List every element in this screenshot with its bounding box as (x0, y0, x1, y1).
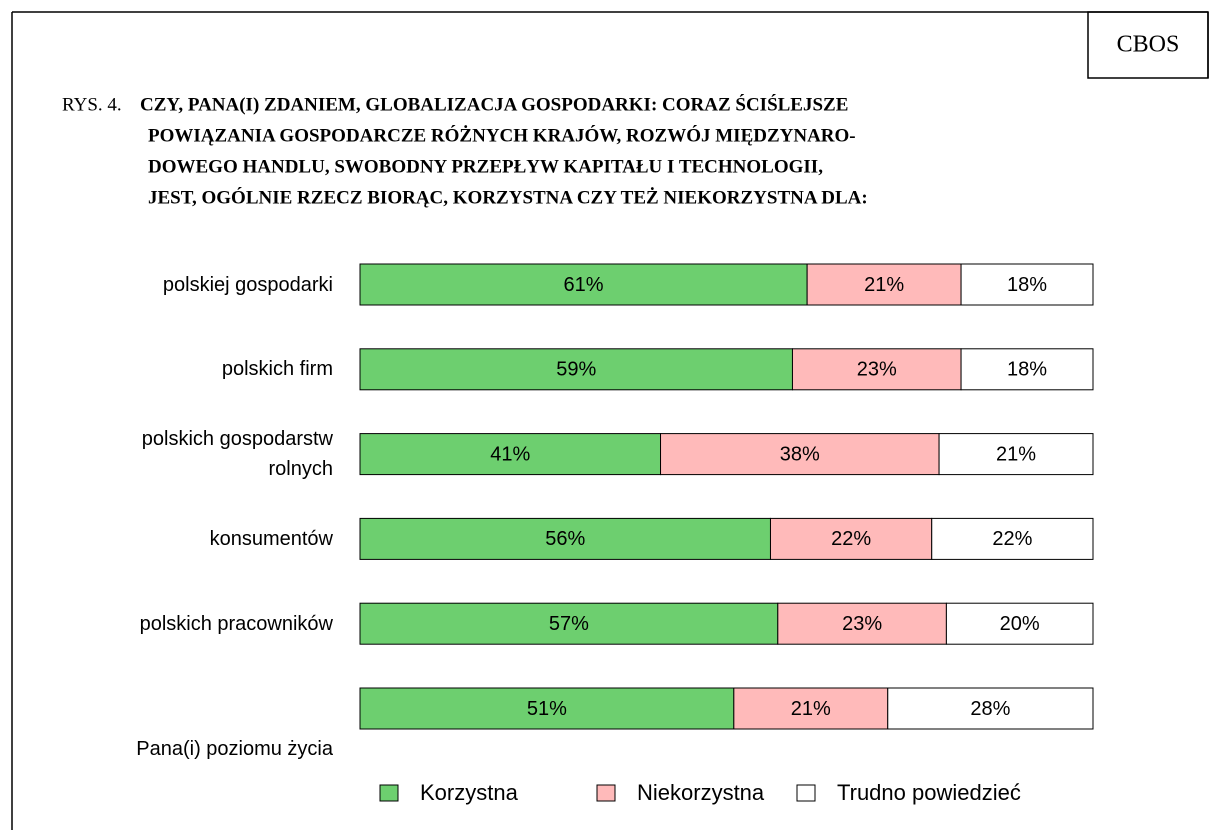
bar-segment (359, 348, 793, 391)
chart-title: DOWEGO HANDLU, SWOBODNY PRZEPŁYW KAPITAŁ… (148, 156, 823, 177)
bar-segment (931, 517, 1094, 560)
value-label: 20% (1000, 613, 1040, 635)
legend-label: Korzystna (420, 780, 519, 805)
value-label: 57% (549, 613, 589, 635)
category-label: polskich gospodarstw rolnych (141, 428, 333, 481)
value-label: 21% (864, 274, 904, 296)
badge: CBOS (1117, 32, 1180, 58)
value-label: 21% (996, 443, 1036, 465)
value-label: 23% (857, 359, 897, 381)
legend-swatch (796, 784, 816, 802)
bar-segment (887, 687, 1094, 730)
category-label: polskich pracowników (139, 612, 333, 635)
category-label: konsumentów (209, 527, 333, 550)
value-label: 59% (556, 359, 596, 381)
bar-segment (359, 263, 808, 306)
bar-segment (791, 348, 962, 391)
category-label: polskich firm (221, 358, 333, 381)
chart-title: CZY, PANA(I) ZDANIEM, GLOBALIZACJA GOSPO… (140, 93, 848, 115)
value-label: 21% (791, 698, 831, 720)
category-label: polskiej gospodarki (162, 273, 333, 296)
value-label: 38% (780, 443, 820, 465)
value-label: 22% (831, 528, 871, 550)
chart-title: JEST, OGÓLNIE RZECZ BIORĄC, KORZYSTNA CZ… (148, 186, 868, 208)
bar-segment (960, 348, 1094, 391)
bar-segment (733, 687, 889, 730)
value-label: 56% (545, 528, 585, 550)
bar-segment (660, 433, 940, 476)
bar-segment (945, 602, 1094, 645)
figure-label: RYS. 4. (62, 94, 122, 115)
value-label: 23% (842, 613, 882, 635)
bar-segment (960, 263, 1094, 306)
chart-title: POWIĄZANIA GOSPODARCZE RÓŻNYCH KRAJÓW, R… (148, 124, 856, 146)
legend-swatch (596, 784, 616, 802)
legend-label: Trudno powiedzieć (837, 780, 1021, 805)
bar-segment (938, 433, 1094, 476)
badge-box (1087, 11, 1209, 79)
value-label: 22% (992, 528, 1032, 550)
value-label: 61% (564, 274, 604, 296)
value-label: 51% (527, 698, 567, 720)
bar-segment (359, 433, 662, 476)
value-label: 18% (1007, 359, 1047, 381)
bar-segment (769, 517, 933, 560)
value-label: 28% (970, 698, 1010, 720)
bar-segment (359, 687, 735, 730)
value-label: 18% (1007, 274, 1047, 296)
legend-label: Niekorzystna (637, 780, 765, 805)
legend-swatch (379, 784, 399, 802)
category-label: Pana(i) poziomu życia (136, 737, 333, 760)
bar-segment (359, 602, 779, 645)
value-label: 41% (490, 443, 530, 465)
bar-segment (806, 263, 962, 306)
